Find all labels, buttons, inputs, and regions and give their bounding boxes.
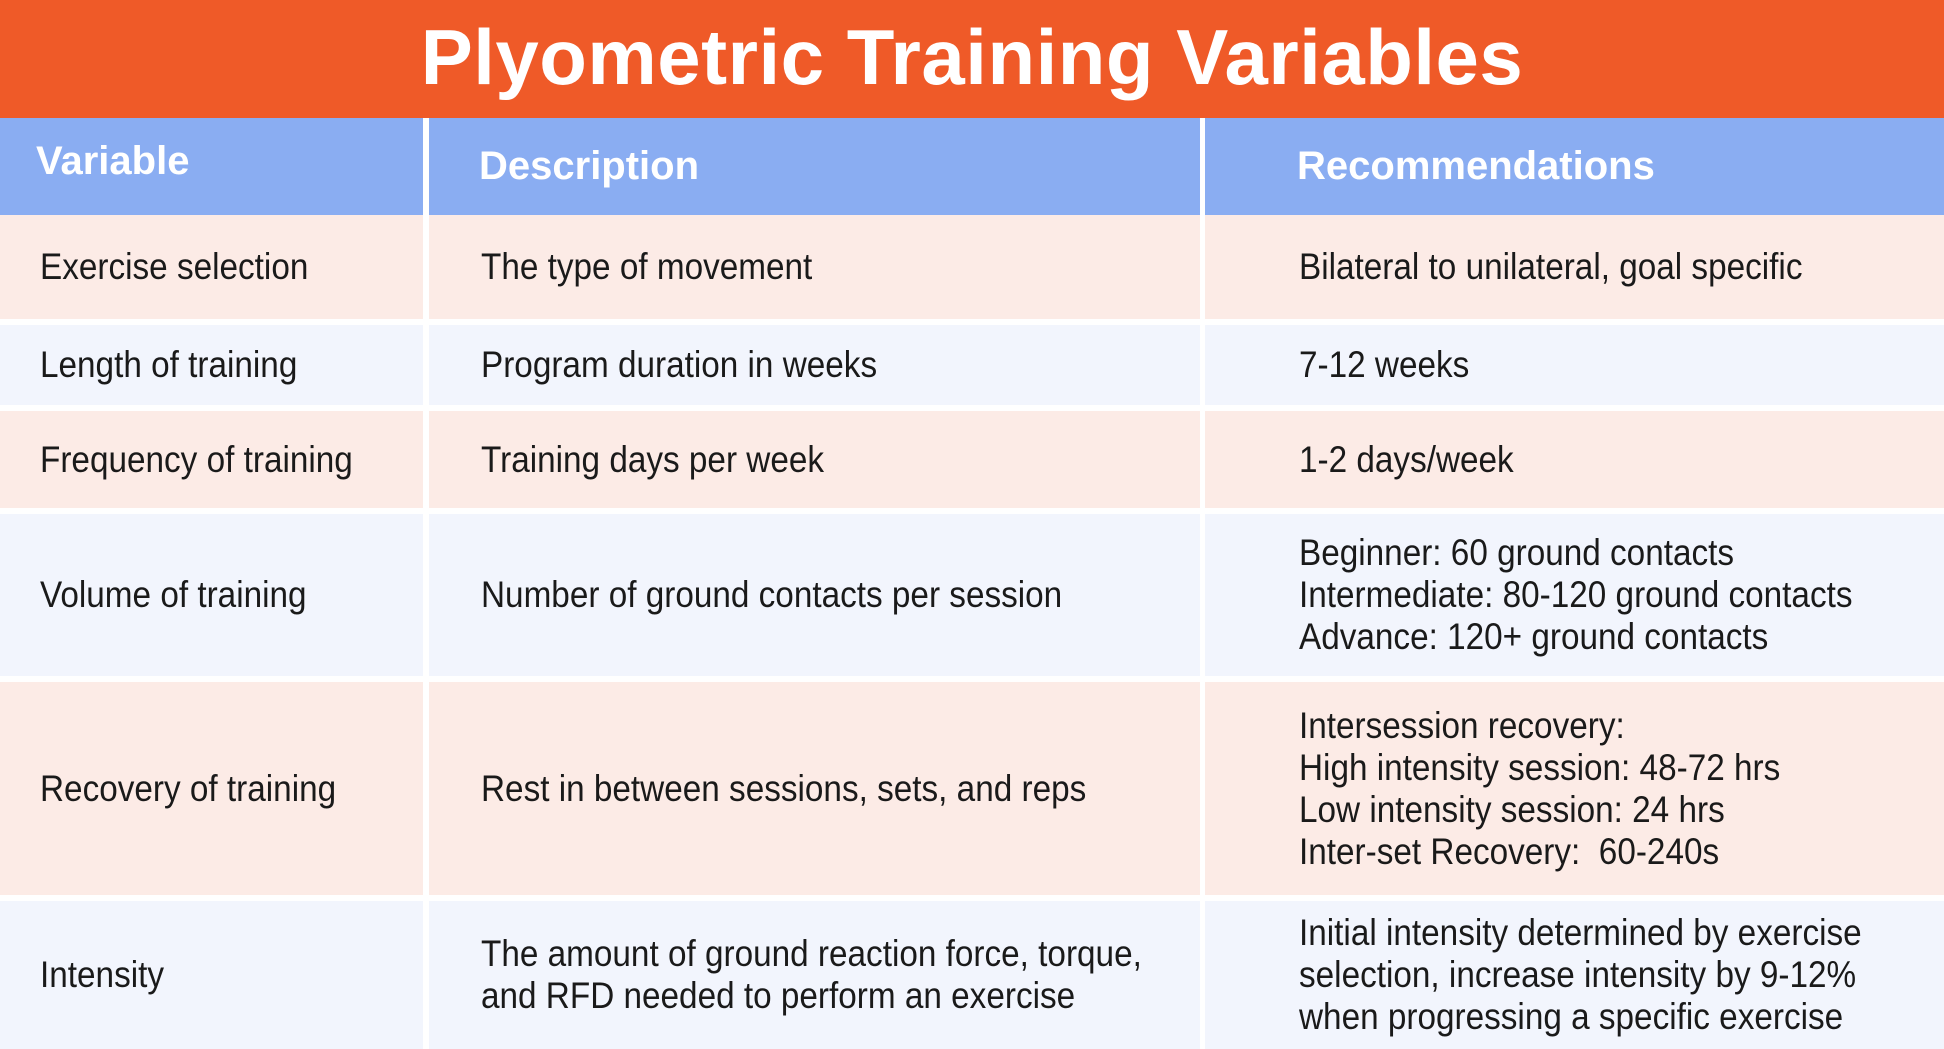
cell-variable: Frequency of training [0,411,423,508]
recommendations-line: when progressing a specific exercise [1299,996,1844,1037]
variable-line: Recovery of training [40,767,337,809]
recommendations-line: Beginner: 60 ground contacts [1299,532,1735,573]
header-description-label: Description [479,144,700,188]
header-description: Description [429,118,1200,229]
cell-description: Training days per week [429,411,1200,508]
recommendations-line: 7-12 weeks [1299,344,1470,385]
variable-line: Volume of training [40,574,307,615]
recommendations-line: Bilateral to unilateral, goal specific [1299,246,1803,287]
recommendations-line: 1-2 days/week [1299,438,1514,480]
variable-text: Length of training [40,344,297,386]
cell-recommendations: Beginner: 60 ground contacts Intermediate… [1205,514,1944,676]
description-text: The amount of ground reaction force, tor… [481,933,1142,1017]
cell-description: Number of ground contacts per session [429,514,1200,676]
description-line: Training days per week [481,438,825,480]
recommendations-line: selection, increase intensity by 9-12% [1299,954,1857,995]
cell-description: Program duration in weeks [429,325,1200,405]
header-variable: Variable [0,118,423,229]
variable-text: Recovery of training [40,768,336,810]
variable-line: Exercise selection [40,246,309,287]
description-text: Number of ground contacts per session [481,574,1062,616]
variable-line: Length of training [40,344,298,385]
description-line: Rest in between sessions, sets, and reps [481,767,1087,809]
header-recommendations: Recommendations [1205,118,1944,229]
recommendations-text: 1-2 days/week [1299,439,1514,481]
description-line: and RFD needed to perform an exercise [481,975,1076,1016]
recommendations-text: 7-12 weeks [1299,344,1469,386]
recommendations-text: Beginner: 60 ground contacts Intermediate… [1299,532,1853,658]
variable-text: Frequency of training [40,439,353,481]
variable-line: Intensity [40,954,165,995]
recommendations-text: Intersession recovery: High intensity ses… [1299,705,1780,873]
cell-variable: Volume of training [0,514,423,676]
recommendations-line: High intensity session: 48-72 hrs [1299,746,1781,788]
cell-variable: Exercise selection [0,215,423,319]
cell-description: The amount of ground reaction force, tor… [429,901,1200,1049]
variable-text: Volume of training [40,574,307,616]
description-line: The type of movement [481,246,813,287]
table-row: Frequency of training Training days per w… [0,411,1944,508]
table-row: Recovery of training Rest in between sess… [0,682,1944,895]
table-row: Length of training Program duration in we… [0,325,1944,405]
description-line: Number of ground contacts per session [481,574,1063,615]
recommendations-text: Initial intensity determined by exercise… [1299,912,1862,1038]
table-row: Intensity The amount of ground reaction f… [0,901,1944,1049]
recommendations-line: Advance: 120+ ground contacts [1299,616,1769,657]
header-variable-label: Variable [36,139,190,183]
cell-description: Rest in between sessions, sets, and reps [429,682,1200,895]
cell-recommendations: Bilateral to unilateral, goal specific [1205,215,1944,319]
recommendations-line: Intermediate: 80-120 ground contacts [1299,574,1853,615]
variable-line: Frequency of training [40,438,353,480]
description-line: The amount of ground reaction force, tor… [481,933,1142,974]
cell-variable: Length of training [0,325,423,405]
title-banner: Plyometric Training Variables [0,0,1944,118]
page-title: Plyometric Training Variables [420,12,1524,101]
description-text: Rest in between sessions, sets, and reps [481,768,1086,810]
recommendations-text: Bilateral to unilateral, goal specific [1299,246,1802,288]
description-text: The type of movement [481,246,812,288]
cell-variable: Intensity [0,901,423,1049]
recommendations-line: Inter-set Recovery: 60-240s [1299,830,1720,872]
variable-text: Exercise selection [40,246,308,288]
recommendations-line: Initial intensity determined by exercise [1299,912,1862,953]
recommendations-line: Low intensity session: 24 hrs [1299,788,1725,830]
cell-variable: Recovery of training [0,682,423,895]
cell-recommendations: Initial intensity determined by exercise… [1205,901,1944,1049]
description-line: Program duration in weeks [481,344,878,385]
table-row: Exercise selection The type of movement Bi… [0,215,1944,319]
description-text: Training days per week [481,439,824,481]
recommendations-line: Intersession recovery: [1299,704,1625,746]
variable-text: Intensity [40,954,164,996]
cell-recommendations: 7-12 weeks [1205,325,1944,405]
cell-recommendations: Intersession recovery: High intensity ses… [1205,682,1944,895]
cell-description: The type of movement [429,215,1200,319]
cell-recommendations: 1-2 days/week [1205,411,1944,508]
description-text: Program duration in weeks [481,344,877,386]
header-recommendations-label: Recommendations [1297,144,1655,188]
table-row: Volume of training Number of ground conta… [0,514,1944,676]
